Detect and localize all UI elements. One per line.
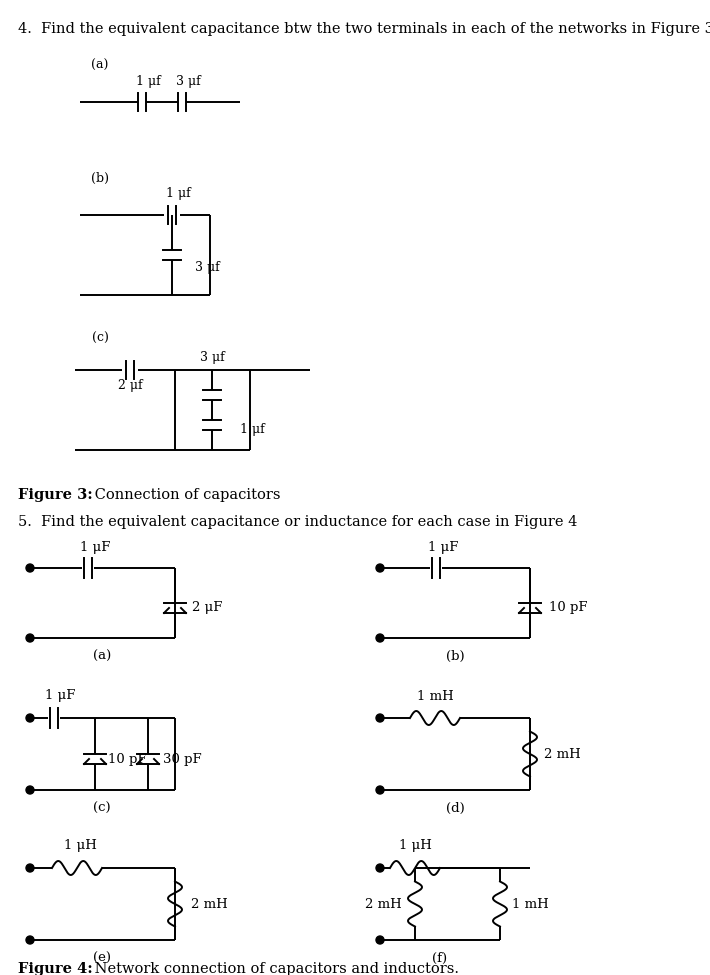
Text: (c): (c) <box>92 332 109 344</box>
Circle shape <box>376 864 384 872</box>
Text: 2 mH: 2 mH <box>544 748 580 760</box>
Text: 1 μF: 1 μF <box>80 541 110 555</box>
Text: 1 μH: 1 μH <box>64 839 97 852</box>
Text: 2 mH: 2 mH <box>190 898 227 911</box>
Text: (e): (e) <box>93 952 111 964</box>
Text: 3 μf: 3 μf <box>175 75 200 89</box>
Text: 1 μF: 1 μF <box>45 689 75 703</box>
Text: Figure 3:: Figure 3: <box>18 488 93 502</box>
Text: 2 μF: 2 μF <box>192 602 222 614</box>
Text: (b): (b) <box>446 649 464 662</box>
Text: 1 μF: 1 μF <box>428 541 458 555</box>
Text: 1 μf: 1 μf <box>165 186 190 200</box>
Text: (a): (a) <box>92 58 109 71</box>
Text: 3 μf: 3 μf <box>195 260 219 274</box>
Circle shape <box>376 564 384 572</box>
Text: 30 pF: 30 pF <box>163 753 202 765</box>
Circle shape <box>376 786 384 794</box>
Text: 3 μf: 3 μf <box>200 352 224 365</box>
Text: (a): (a) <box>93 649 111 662</box>
Circle shape <box>376 714 384 722</box>
Text: Figure 4:: Figure 4: <box>18 962 93 975</box>
Text: (c): (c) <box>93 801 111 814</box>
Text: 1 μf: 1 μf <box>136 75 160 89</box>
Circle shape <box>376 634 384 642</box>
Circle shape <box>26 936 34 944</box>
Circle shape <box>26 714 34 722</box>
Text: 2 μf: 2 μf <box>118 379 142 393</box>
Circle shape <box>26 634 34 642</box>
Circle shape <box>26 564 34 572</box>
Text: 1 mH: 1 mH <box>417 689 454 703</box>
Text: 1 μH: 1 μH <box>398 839 432 852</box>
Text: 2 mH: 2 mH <box>365 898 401 911</box>
Circle shape <box>26 786 34 794</box>
Text: 5.  Find the equivalent capacitance or inductance for each case in Figure 4: 5. Find the equivalent capacitance or in… <box>18 515 577 529</box>
Text: 4.  Find the equivalent capacitance btw the two terminals in each of the network: 4. Find the equivalent capacitance btw t… <box>18 22 710 36</box>
Text: 1 μf: 1 μf <box>240 423 264 437</box>
Text: (b): (b) <box>91 172 109 184</box>
Text: 1 mH: 1 mH <box>512 898 548 911</box>
Text: Connection of capacitors: Connection of capacitors <box>90 488 280 502</box>
Text: 10 pF: 10 pF <box>549 602 587 614</box>
Text: (f): (f) <box>432 952 447 964</box>
Text: Network connection of capacitors and inductors.: Network connection of capacitors and ind… <box>90 962 459 975</box>
Text: 10 pF: 10 pF <box>108 753 146 765</box>
Text: (d): (d) <box>446 801 464 814</box>
Circle shape <box>26 864 34 872</box>
Circle shape <box>376 936 384 944</box>
